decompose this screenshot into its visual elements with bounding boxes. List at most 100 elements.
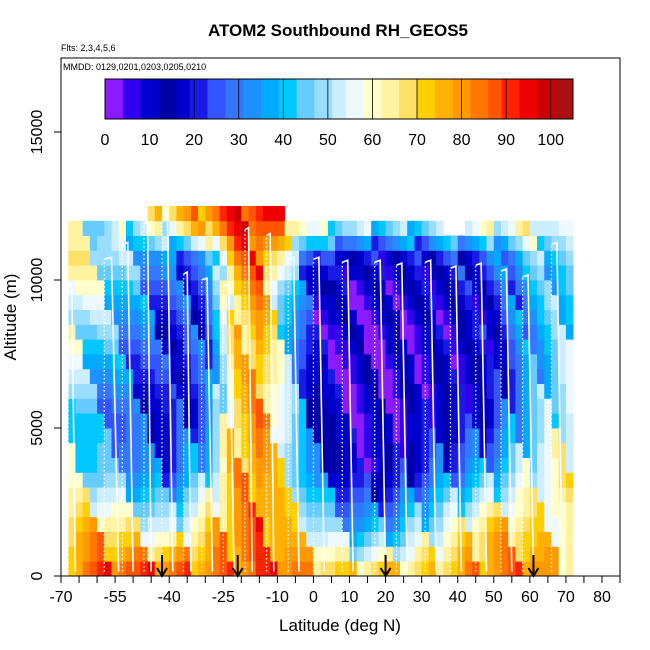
heatmap-cell xyxy=(544,398,552,414)
heatmap-cell xyxy=(133,368,141,384)
heatmap-cell xyxy=(450,294,459,310)
heatmap-cell xyxy=(537,294,545,310)
heatmap-cell xyxy=(284,502,293,518)
heatmap-cell xyxy=(479,472,487,488)
heatmap-cell xyxy=(515,368,524,384)
heatmap-cell xyxy=(428,280,437,296)
heatmap-cell xyxy=(522,235,531,251)
colorbar-swatch xyxy=(457,79,463,119)
heatmap-cell xyxy=(176,457,185,473)
heatmap-cell xyxy=(414,487,423,503)
flight-profile-descent xyxy=(313,256,326,572)
heatmap-cell xyxy=(97,309,105,325)
colorbar-tick-label: 30 xyxy=(230,132,248,149)
heatmap-cell xyxy=(140,546,148,562)
heatmap-cell xyxy=(500,250,509,266)
heatmap-cell xyxy=(183,487,192,503)
heatmap-cell xyxy=(486,235,495,251)
heatmap-cell xyxy=(89,324,98,340)
heatmap-cell xyxy=(133,294,141,310)
heatmap-cell xyxy=(500,354,509,370)
heatmap-cell xyxy=(464,502,473,518)
heatmap-cell xyxy=(161,294,170,310)
heatmap-cell xyxy=(342,546,350,562)
heatmap-cell xyxy=(306,220,314,236)
heatmap-cell xyxy=(486,442,495,458)
heatmap-cell xyxy=(154,368,163,384)
heatmap-cell xyxy=(140,354,148,370)
heatmap-cell xyxy=(248,383,257,399)
flight-profile-descent xyxy=(522,273,535,572)
heatmap-cell xyxy=(450,487,459,503)
heatmap-cell xyxy=(291,235,300,251)
heatmap-cell xyxy=(169,457,177,473)
heatmap-cell xyxy=(407,502,415,518)
heatmap-cell xyxy=(342,531,350,547)
heatmap-cell xyxy=(176,502,185,518)
heatmap-cell xyxy=(111,472,120,488)
heatmap-cell xyxy=(457,368,466,384)
heatmap-cell xyxy=(212,220,221,236)
heatmap-cell xyxy=(414,472,423,488)
heatmap-cell xyxy=(457,502,466,518)
heatmap-cell xyxy=(320,339,329,355)
heatmap-cell xyxy=(255,309,264,325)
heatmap-cell xyxy=(537,428,545,444)
heatmap-cell xyxy=(82,383,91,399)
heatmap-cell xyxy=(508,339,516,355)
heatmap-cell xyxy=(125,220,134,236)
heatmap-cell xyxy=(190,309,199,325)
heatmap-cell xyxy=(111,265,120,281)
heatmap-cell xyxy=(500,442,509,458)
colorbar-swatch xyxy=(466,79,471,119)
heatmap-cell xyxy=(551,487,560,503)
heatmap-cell xyxy=(450,561,459,577)
heatmap-cell xyxy=(400,561,408,577)
heatmap-cell xyxy=(457,280,466,296)
heatmap-cell xyxy=(176,324,185,340)
heatmap-cell xyxy=(284,368,293,384)
heatmap-cell xyxy=(464,235,473,251)
heatmap-cell xyxy=(190,442,199,458)
heatmap-cell xyxy=(363,294,372,310)
colorbar-swatch xyxy=(238,79,244,119)
heatmap-cell xyxy=(234,309,242,325)
heatmap-cell xyxy=(551,250,560,266)
colorbar-swatch xyxy=(439,79,445,119)
heatmap-cell xyxy=(457,354,466,370)
heatmap-cell xyxy=(284,354,293,370)
x-tick-label: 30 xyxy=(413,589,431,606)
heatmap-cell xyxy=(515,413,524,429)
heatmap-cell xyxy=(544,250,552,266)
heatmap-cell xyxy=(97,280,105,296)
heatmap-cell xyxy=(320,502,329,518)
heatmap-cell xyxy=(75,354,84,370)
heatmap-cell xyxy=(133,516,141,532)
heatmap-cell xyxy=(486,472,495,488)
x-tick-label: 80 xyxy=(593,589,611,606)
heatmap-cell xyxy=(407,383,415,399)
heatmap-cell xyxy=(82,502,91,518)
heatmap-cell xyxy=(125,294,134,310)
heatmap-cell xyxy=(241,561,249,577)
heatmap-cell xyxy=(349,339,358,355)
heatmap-cell xyxy=(320,516,329,532)
heatmap-cell xyxy=(392,265,401,281)
colorbar-swatch xyxy=(256,79,262,119)
heatmap-cell xyxy=(500,398,509,414)
heatmap-cell xyxy=(472,354,480,370)
heatmap-cell xyxy=(97,339,105,355)
flight-profile-descent xyxy=(374,259,387,572)
heatmap-cell xyxy=(176,206,185,222)
heatmap-cell xyxy=(277,324,285,340)
heatmap-cell xyxy=(133,487,141,503)
heatmap-cell xyxy=(378,487,386,503)
heatmap-cell xyxy=(133,339,141,355)
heatmap-cell xyxy=(299,472,307,488)
heatmap-cell xyxy=(400,309,408,325)
heatmap-cell xyxy=(486,428,495,444)
heatmap-cell xyxy=(205,487,213,503)
heatmap-cell xyxy=(104,413,112,429)
heatmap-cell xyxy=(176,516,185,532)
heatmap-cell xyxy=(255,324,264,340)
